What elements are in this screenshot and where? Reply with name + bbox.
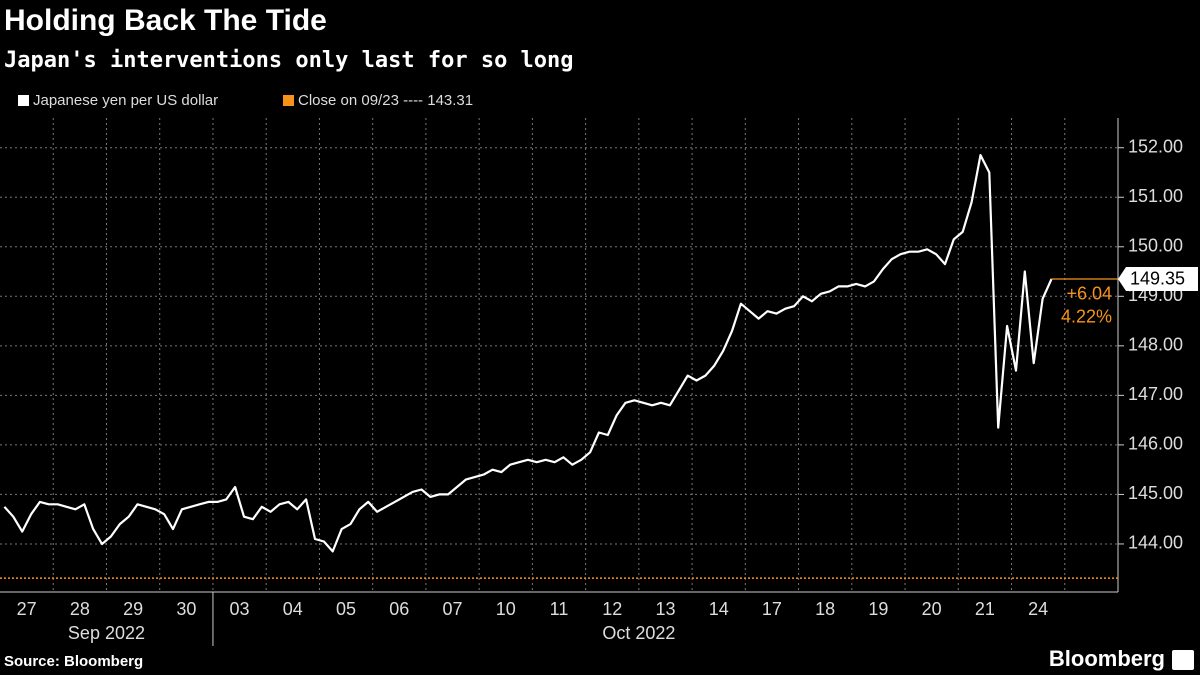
legend-label: Close on 09/23 ---- 143.31	[298, 92, 473, 109]
y-tick-label: 151.00	[1128, 186, 1183, 206]
y-tick-label: 144.00	[1128, 533, 1183, 553]
y-tick-label: 148.00	[1128, 335, 1183, 355]
x-tick-label: 06	[389, 599, 409, 619]
x-tick-label: 19	[868, 599, 888, 619]
y-tick-label: 147.00	[1128, 384, 1183, 404]
chart-title: Holding Back The Tide	[4, 4, 327, 37]
chart-subtitle: Japan's interventions only last for so l…	[4, 48, 574, 73]
change-label: +6.04	[1066, 284, 1112, 304]
y-tick-label: 146.00	[1128, 434, 1183, 454]
x-tick-label: 05	[336, 599, 356, 619]
x-tick-label: 12	[602, 599, 622, 619]
legend-swatch	[283, 95, 294, 106]
x-tick-label: 27	[17, 599, 37, 619]
x-tick-label: 13	[655, 599, 675, 619]
price-line	[3, 154, 1053, 553]
change-pct-label: 4.22%	[1061, 307, 1112, 327]
x-tick-label: 29	[123, 599, 143, 619]
source: Source: Bloomberg	[4, 653, 143, 670]
logo: Bloomberg	[1049, 646, 1165, 671]
y-tick-label: 150.00	[1128, 236, 1183, 256]
x-tick-label: 18	[815, 599, 835, 619]
month-label: Oct 2022	[602, 623, 675, 643]
x-tick-label: 20	[922, 599, 942, 619]
x-tick-label: 24	[1028, 599, 1048, 619]
x-tick-label: 28	[70, 599, 90, 619]
x-tick-label: 17	[762, 599, 782, 619]
legend-label: Japanese yen per US dollar	[33, 92, 218, 109]
logo-icon	[1172, 650, 1194, 670]
x-tick-label: 10	[496, 599, 516, 619]
y-tick-label: 152.00	[1128, 136, 1183, 156]
x-tick-label: 11	[550, 599, 569, 619]
x-tick-label: 03	[230, 599, 250, 619]
x-tick-label: 30	[176, 599, 196, 619]
last-value-box	[1118, 266, 1198, 291]
x-tick-label: 04	[283, 599, 303, 619]
x-tick-label: 21	[975, 599, 995, 619]
x-tick-label: 14	[709, 599, 729, 619]
y-tick-label: 145.00	[1128, 483, 1183, 503]
legend-swatch	[18, 95, 29, 106]
last-value-label: 149.35	[1130, 269, 1185, 289]
month-label: Sep 2022	[68, 623, 145, 643]
x-tick-label: 07	[443, 599, 463, 619]
